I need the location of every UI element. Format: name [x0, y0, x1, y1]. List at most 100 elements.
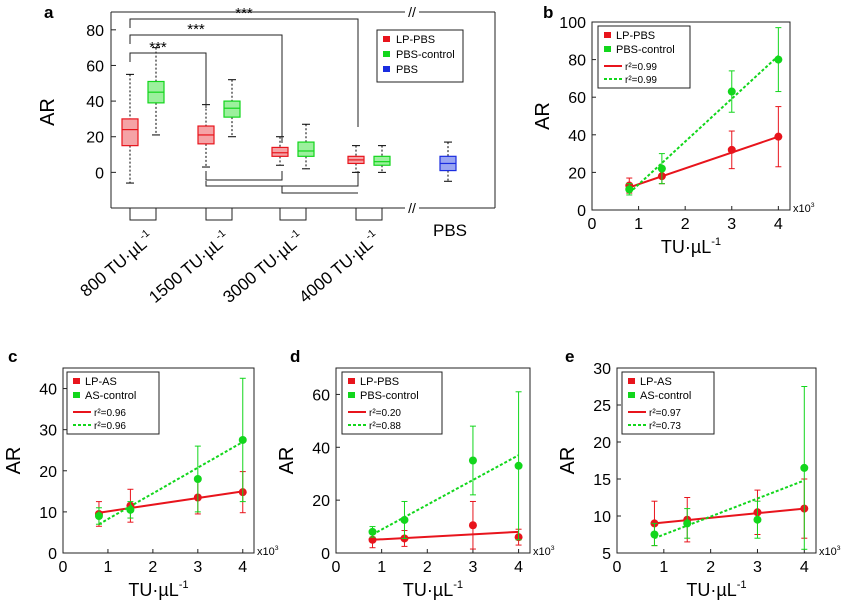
legend-fit-label: r²=0.20 — [369, 408, 401, 419]
legend-swatch — [628, 378, 635, 384]
data-point — [468, 456, 477, 465]
x-tick-label: 4 — [238, 559, 247, 576]
legend-label: LP-PBS — [360, 376, 399, 388]
legend-swatch — [73, 392, 80, 398]
legend-fit-label: r²=0.96 — [94, 421, 126, 432]
superscript: 3 — [551, 545, 555, 552]
panel-label-a: a — [44, 3, 54, 22]
y-axis-label: AR — [276, 447, 298, 475]
legend-label: LP-PBS — [616, 30, 655, 42]
axis-break-bottom: // — [408, 200, 416, 216]
x-tick-label: 1 — [634, 216, 643, 233]
x-category-label: 1500 TU·µL-1 — [144, 227, 233, 307]
y-tick-label: 40 — [568, 128, 586, 145]
superscript: -1 — [137, 227, 152, 242]
legend-swatch — [348, 392, 355, 398]
box-pbs — [439, 141, 457, 182]
y-tick-label: 40 — [86, 94, 104, 111]
legend-swatch — [604, 32, 611, 38]
panel-label-d: d — [290, 347, 300, 366]
box-body — [271, 146, 289, 157]
x-tick-label: 3 — [193, 559, 202, 576]
legend: LP-AS AS-control r²=0.96 r²=0.96 — [66, 371, 160, 435]
superscript: -1 — [213, 227, 228, 242]
y-tick-label: 10 — [39, 505, 57, 522]
significance-bracket — [129, 18, 359, 127]
x-category-label: PBS — [433, 221, 467, 240]
y-tick-label: 30 — [593, 361, 611, 378]
data-point — [193, 475, 202, 483]
fit-line — [98, 441, 244, 526]
x-tick-label: 3 — [727, 216, 736, 233]
y-tick-label: 15 — [593, 472, 611, 489]
series-pbs-control — [368, 391, 523, 541]
data-point — [468, 521, 477, 530]
legend: LP-AS AS-control r²=0.97 r²=0.73 — [621, 371, 715, 435]
legend-fit-label: r²=0.88 — [369, 421, 401, 432]
box-body — [373, 155, 391, 166]
box-pbs-control — [223, 79, 241, 138]
data-point — [514, 461, 523, 470]
y-tick-label: 30 — [39, 423, 57, 440]
y-tick-label: 80 — [86, 23, 104, 40]
legend-swatch — [383, 51, 390, 57]
x-category-label: 800 TU·µL-1 — [76, 227, 158, 301]
series-as-control — [650, 386, 809, 550]
panel-label-b: b — [543, 3, 553, 22]
box-lp-pbs — [197, 104, 215, 168]
legend-fit-label: r²=0.96 — [94, 408, 126, 419]
y-tick-label: 25 — [593, 398, 611, 415]
series-pbs-control — [625, 27, 783, 196]
legend-fit-label: r²=0.97 — [649, 408, 681, 419]
data-point — [368, 527, 377, 536]
category-bracket — [355, 208, 383, 221]
x-tick-label: 1 — [377, 559, 386, 576]
y-tick-label: 80 — [568, 53, 586, 70]
panel-c: c0 1 2 3 4010203040TU·µL-1ARx103LP-ASAS-cont… — [3, 347, 279, 600]
legend-label: PBS-control — [396, 49, 455, 61]
x-multiplier: x103 — [257, 545, 279, 558]
y-tick-label: 60 — [568, 90, 586, 107]
fit-line — [654, 479, 805, 540]
axis-break-top: // — [408, 4, 416, 20]
legend: LP-PBS PBS-control r²=0.99 r²=0.99 — [597, 25, 691, 89]
legend-swatch — [383, 66, 390, 72]
y-tick-label: 40 — [39, 382, 57, 399]
x-category-label: 4000 TU·µL-1 — [294, 227, 383, 307]
box-pbs-control — [373, 145, 391, 173]
data-point — [238, 435, 247, 444]
legend-label: AS-control — [640, 390, 691, 402]
significance-bracket — [129, 34, 283, 143]
legend-swatch — [383, 36, 390, 42]
superscript: -1 — [737, 579, 747, 591]
series-lp-as — [94, 471, 247, 527]
category-bracket — [279, 208, 307, 221]
x-tick-label: 3 — [753, 559, 762, 576]
x-axis-label: TU·µL-1 — [128, 579, 188, 600]
fit-line — [372, 530, 519, 541]
x-multiplier: x103 — [793, 202, 815, 215]
x-tick-label: 3 — [468, 559, 477, 576]
x-multiplier: x103 — [533, 545, 555, 558]
significance-stars: *** — [235, 5, 253, 22]
y-tick-label: 20 — [593, 435, 611, 452]
fit-line — [98, 490, 243, 514]
plot-frame — [335, 367, 531, 554]
box-lp-pbs — [271, 136, 289, 166]
x-tick-label: 0 — [332, 559, 341, 576]
x-category-label: 3000 TU·µL-1 — [218, 227, 307, 307]
data-point — [774, 132, 783, 141]
x-axis-label: TU·µL-1 — [403, 579, 463, 600]
data-point — [727, 87, 736, 96]
data-point — [800, 463, 809, 472]
y-tick-label: 0 — [48, 546, 57, 563]
legend-swatch — [628, 392, 635, 398]
superscript: -1 — [179, 579, 189, 591]
legend-fit-label: r²=0.99 — [625, 75, 657, 86]
significance-bracket — [129, 52, 207, 108]
x-tick-label: 0 — [613, 559, 622, 576]
legend-box — [66, 371, 160, 435]
legend-label: PBS-control — [616, 44, 675, 56]
significance-stars: *** — [187, 21, 205, 38]
y-tick-label: 20 — [568, 165, 586, 182]
